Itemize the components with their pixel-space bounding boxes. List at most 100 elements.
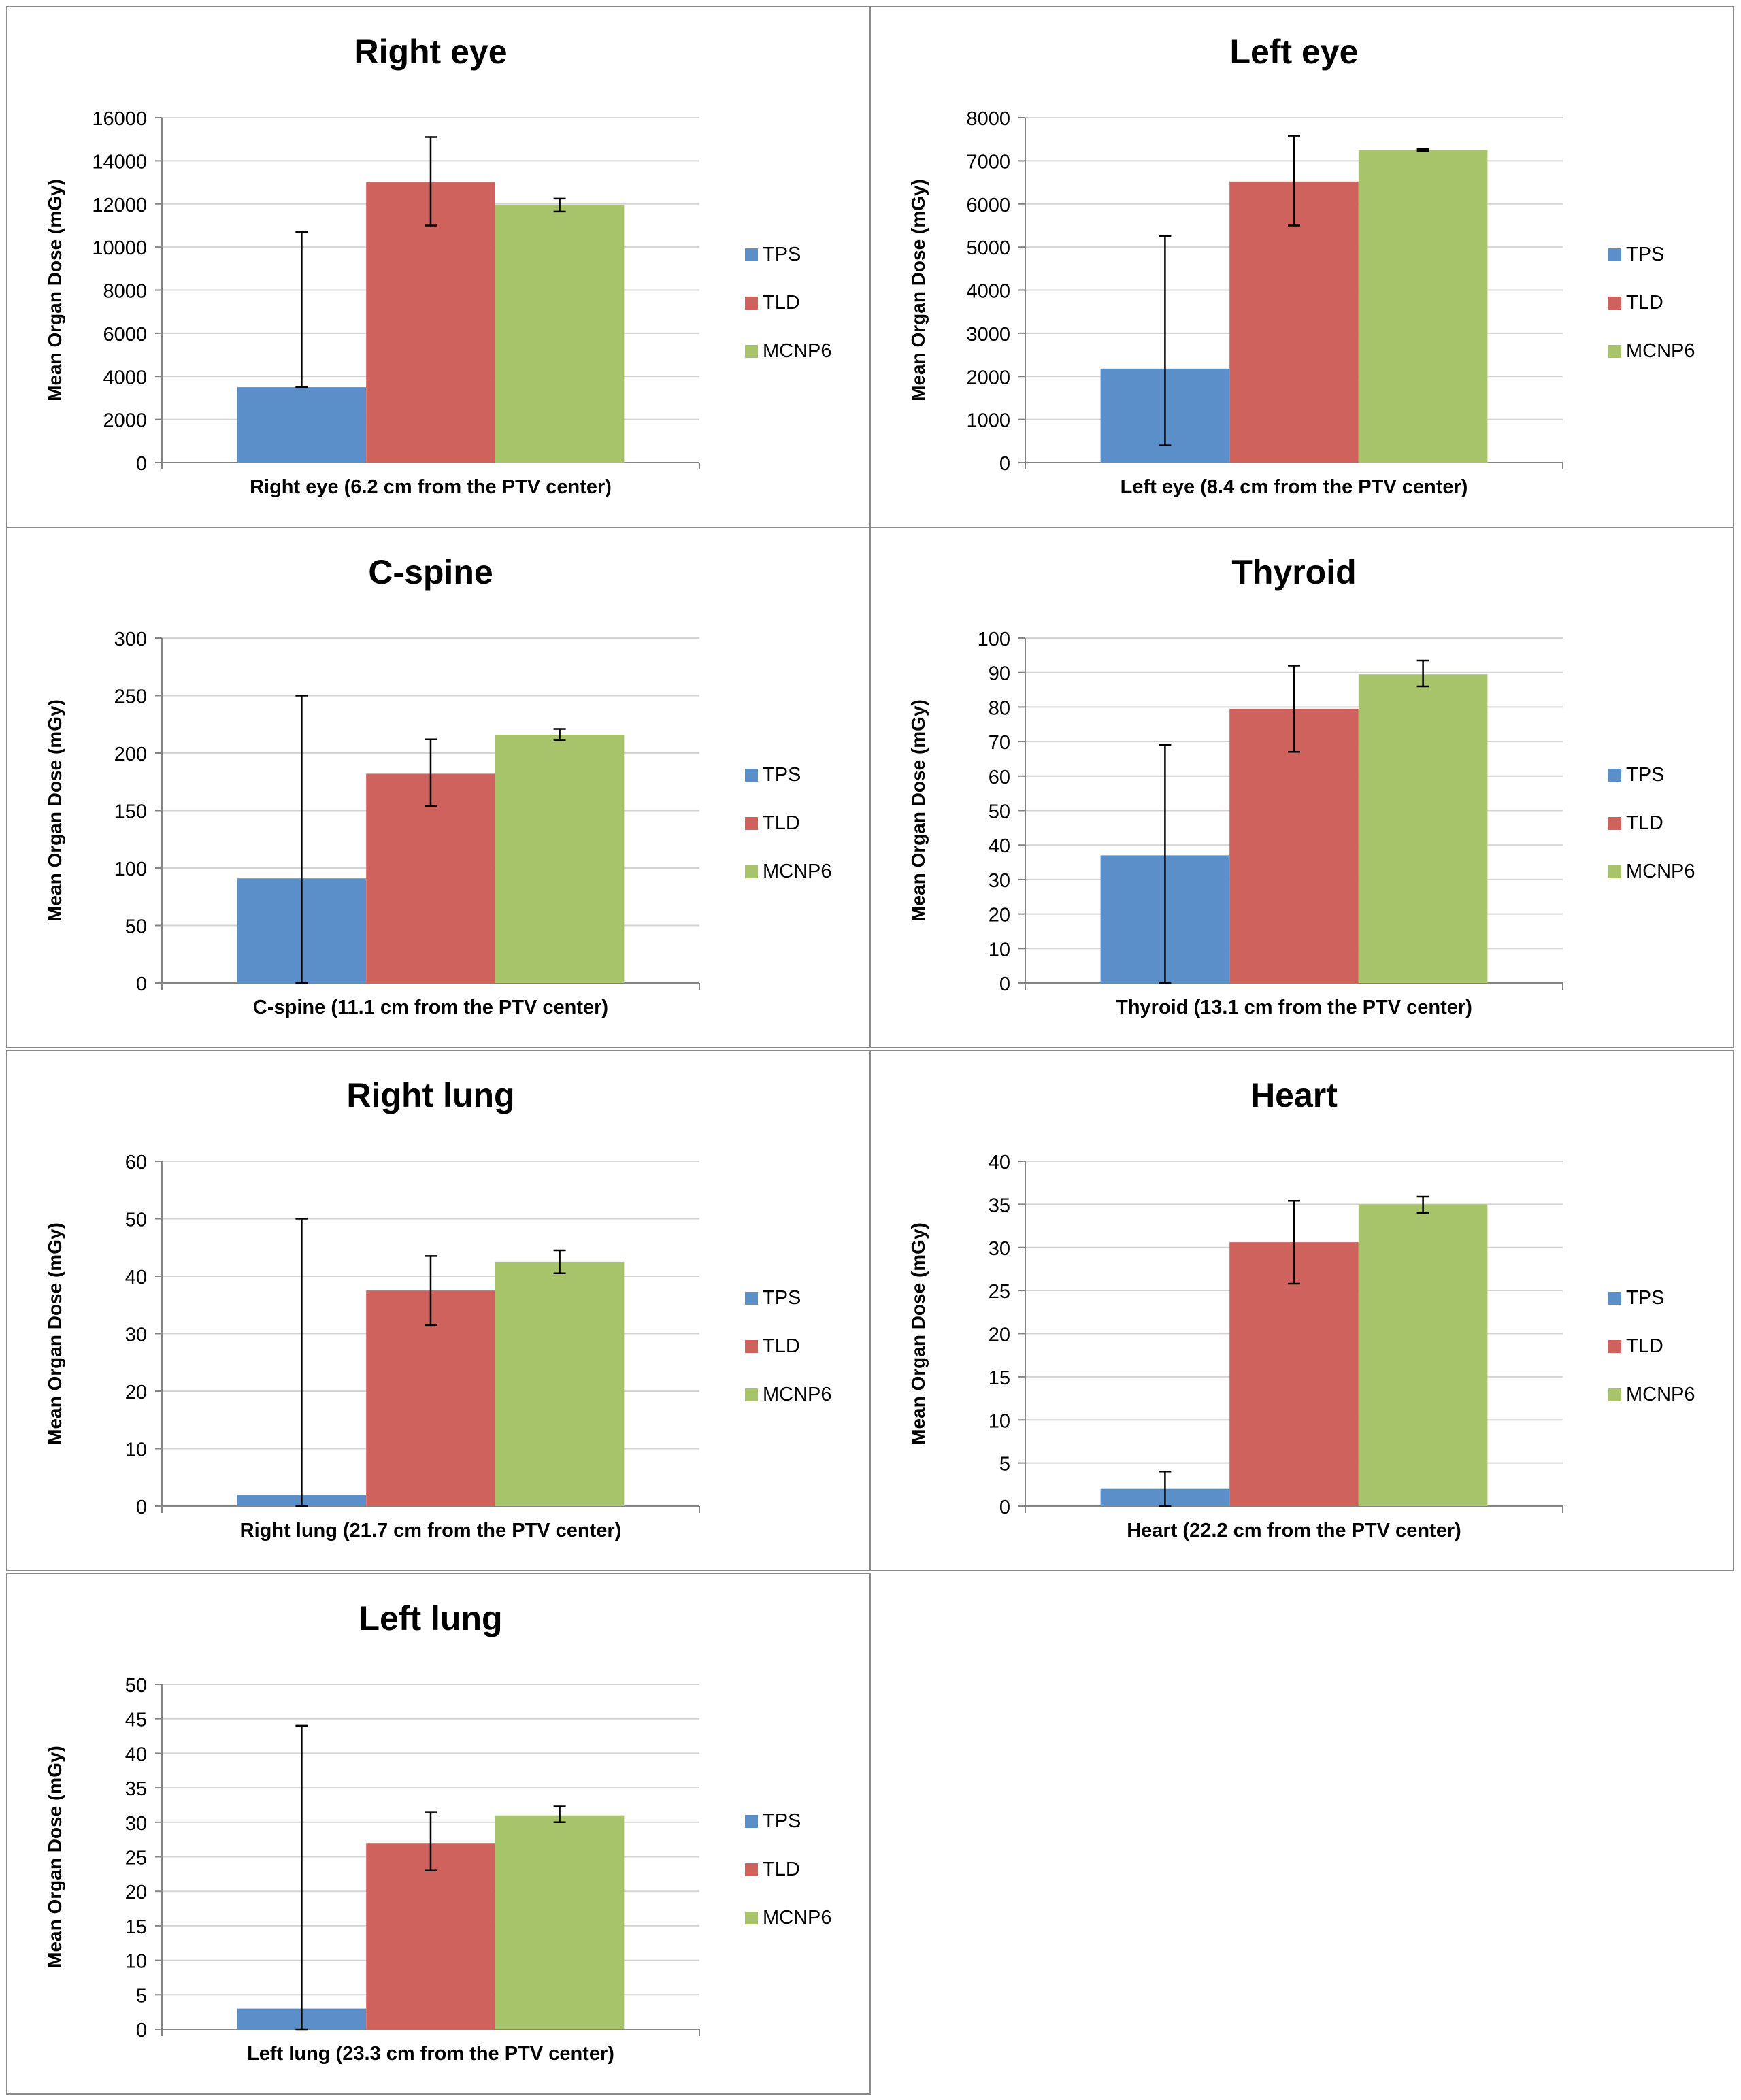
legend-swatch-mcnp6 — [1608, 865, 1621, 878]
chart-panel-2: Left eye 0 1000 2000 3000 4000 5000 6000 7000 800… — [869, 6, 1734, 528]
bar-tld — [1229, 1242, 1359, 1506]
legend-swatch-tld — [1608, 817, 1621, 830]
y-tick-label: 4000 — [966, 281, 1010, 303]
bar-mcnp6 — [1358, 674, 1488, 983]
chart-title: C-spine — [368, 553, 493, 591]
legend-label-mcnp6: MCNP6 — [763, 1384, 832, 1405]
y-tick-label: 25 — [989, 1281, 1010, 1303]
chart-title: Heart — [1250, 1076, 1338, 1114]
x-category-label: C-spine (11.1 cm from the PTV center) — [253, 997, 608, 1018]
legend-label-mcnp6: MCNP6 — [763, 861, 832, 882]
legend-swatch-tps — [745, 769, 758, 782]
chart-title: Right lung — [346, 1076, 514, 1114]
legend-label-tld: TLD — [763, 1335, 800, 1357]
bar-tld — [1229, 181, 1359, 463]
y-axis-label: Mean Organ Dose (mGy) — [908, 179, 929, 401]
x-category-label: Left lung (23.3 cm from the PTV center) — [247, 2043, 614, 2065]
legend-label-tps: TPS — [1626, 764, 1664, 786]
legend-label-mcnp6: MCNP6 — [1626, 861, 1695, 882]
y-tick-label: 30 — [989, 1238, 1010, 1260]
legend-swatch-tld — [1608, 1340, 1621, 1353]
legend-swatch-tps — [745, 248, 758, 261]
legend-swatch-tps — [745, 1292, 758, 1305]
bar-tld — [1229, 708, 1359, 983]
y-axis-label: Mean Organ Dose (mGy) — [44, 1222, 65, 1445]
y-axis-label: Mean Organ Dose (mGy) — [908, 699, 929, 922]
y-tick-label: 25 — [125, 1848, 147, 1869]
y-tick-label: 35 — [989, 1195, 1010, 1216]
x-category-label: Left eye (8.4 cm from the PTV center) — [1121, 476, 1468, 498]
y-tick-label: 300 — [114, 629, 147, 650]
legend-label-tps: TPS — [763, 1810, 801, 1832]
y-tick-label: 10 — [989, 939, 1010, 961]
legend-label-tld: TLD — [1626, 292, 1663, 314]
y-tick-label: 10 — [989, 1410, 1010, 1432]
legend-label-tps: TPS — [1626, 1287, 1664, 1309]
y-tick-label: 0 — [136, 453, 147, 475]
y-tick-label: 40 — [989, 1152, 1010, 1173]
y-tick-label: 100 — [114, 859, 147, 880]
chart-panel-1: Right eye 0 2000 4000 6000 8000 10000 12000 1400… — [6, 6, 871, 528]
y-tick-label: 7000 — [966, 151, 1010, 173]
y-tick-label: 250 — [114, 686, 147, 708]
legend-swatch-tps — [1608, 769, 1621, 782]
y-tick-label: 8000 — [966, 108, 1010, 130]
legend-swatch-mcnp6 — [745, 345, 758, 358]
y-tick-label: 30 — [125, 1324, 147, 1346]
y-tick-label: 0 — [136, 2020, 147, 2041]
y-tick-label: 1000 — [966, 410, 1010, 432]
legend-label-mcnp6: MCNP6 — [763, 1907, 832, 1929]
y-tick-label: 10 — [125, 1439, 147, 1461]
y-tick-label: 150 — [114, 801, 147, 823]
y-tick-label: 40 — [989, 835, 1010, 857]
legend-label-tps: TPS — [763, 1287, 801, 1309]
legend-swatch-tld — [745, 1863, 758, 1876]
bar-tld — [366, 773, 495, 983]
y-tick-label: 40 — [125, 1267, 147, 1288]
y-tick-label: 4000 — [103, 367, 147, 388]
legend-swatch-tld — [745, 1340, 758, 1353]
y-tick-label: 50 — [125, 1210, 147, 1231]
chart-panel-4: Thyroid 0 10 20 30 40 50 60 70 80 90 100 Thyroid (13… — [869, 527, 1734, 1048]
chart-panel-3: C-spine 0 50 100 150 200 250 300 C-spine (11.1 c… — [6, 527, 871, 1048]
legend-swatch-tld — [745, 297, 758, 310]
bar-mcnp6 — [1358, 150, 1488, 463]
y-tick-label: 40 — [125, 1744, 147, 1765]
y-tick-label: 80 — [989, 697, 1010, 719]
legend-swatch-tps — [745, 1815, 758, 1828]
y-tick-label: 15 — [125, 1916, 147, 1938]
y-tick-label: 12000 — [92, 195, 147, 216]
y-tick-label: 8000 — [103, 281, 147, 303]
x-category-label: Right eye (6.2 cm from the PTV center) — [250, 476, 612, 498]
x-category-label: Heart (22.2 cm from the PTV center) — [1127, 1520, 1461, 1541]
y-tick-label: 0 — [136, 973, 147, 995]
y-tick-label: 2000 — [966, 367, 1010, 388]
bar-mcnp6 — [1358, 1204, 1488, 1506]
legend-swatch-mcnp6 — [1608, 345, 1621, 358]
legend-swatch-tps — [1608, 1292, 1621, 1305]
y-tick-label: 2000 — [103, 410, 147, 432]
y-tick-label: 30 — [125, 1813, 147, 1835]
y-tick-label: 20 — [989, 1324, 1010, 1346]
y-tick-label: 100 — [978, 629, 1010, 650]
legend-swatch-mcnp6 — [1608, 1388, 1621, 1401]
y-tick-label: 5 — [136, 1985, 147, 2007]
legend-swatch-tld — [745, 817, 758, 830]
legend-swatch-tps — [1608, 248, 1621, 261]
y-tick-label: 20 — [125, 1882, 147, 1903]
y-tick-label: 35 — [125, 1778, 147, 1800]
y-tick-label: 10 — [125, 1951, 147, 1973]
y-axis-label: Mean Organ Dose (mGy) — [908, 1222, 929, 1445]
y-tick-label: 0 — [136, 1497, 147, 1518]
bar-tps — [237, 387, 367, 463]
y-tick-label: 10000 — [92, 237, 147, 259]
legend-label-tld: TLD — [763, 1859, 800, 1880]
y-tick-label: 6000 — [966, 195, 1010, 216]
y-tick-label: 50 — [989, 801, 1010, 823]
y-tick-label: 60 — [125, 1152, 147, 1173]
legend-label-tps: TPS — [763, 244, 801, 265]
y-tick-label: 50 — [125, 1675, 147, 1697]
chart-panel-6: Heart 0 5 10 15 20 25 30 35 40 Heart (22.2 cm from… — [869, 1050, 1734, 1571]
x-category-label: Thyroid (13.1 cm from the PTV center) — [1116, 997, 1472, 1018]
